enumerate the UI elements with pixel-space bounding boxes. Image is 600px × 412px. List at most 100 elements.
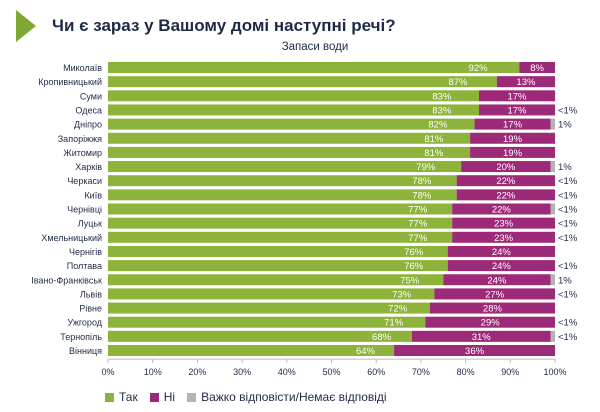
bar-yes	[108, 260, 448, 272]
category-label: Житомир	[63, 148, 102, 158]
bar-no	[479, 104, 555, 116]
category-label: Луцьк	[78, 219, 102, 229]
category-label: Полтава	[67, 261, 102, 271]
legend-swatch	[187, 392, 197, 402]
x-tick-label: 30%	[233, 367, 251, 377]
bar-yes	[108, 76, 497, 88]
legend-item: Ні	[149, 390, 176, 404]
data-label-hard-to-say: <1%	[558, 233, 578, 244]
data-label-hard-to-say: <1%	[558, 219, 578, 230]
bar-yes	[108, 274, 444, 286]
data-label-no: 36%	[465, 346, 485, 357]
category-label: Чернігів	[69, 247, 102, 257]
data-label-yes: 71%	[384, 318, 404, 329]
data-label-no: 17%	[503, 120, 523, 131]
data-label-yes: 83%	[432, 91, 452, 102]
bar-yes	[108, 217, 453, 229]
bar-no	[452, 231, 555, 243]
data-label-hard-to-say: <1%	[558, 318, 578, 329]
data-label-hard-to-say: <1%	[558, 176, 578, 187]
data-label-no: 22%	[496, 176, 516, 187]
data-label-yes: 72%	[388, 304, 408, 315]
data-label-yes: 78%	[412, 176, 432, 187]
data-label-yes: 79%	[416, 162, 436, 173]
bar-no	[456, 189, 555, 201]
data-label-yes: 81%	[424, 148, 444, 159]
data-label-yes: 77%	[408, 233, 428, 244]
bar-no	[470, 132, 555, 144]
data-label-hard-to-say: <1%	[558, 289, 578, 300]
legend-label: Важко відповісти/Немає відповіді	[201, 390, 387, 404]
category-label: Івано-Франківськ	[31, 275, 102, 285]
data-label-no: 8%	[530, 63, 544, 74]
bar-no	[394, 345, 555, 356]
bar-no	[474, 118, 551, 130]
data-label-hard-to-say: 1%	[558, 162, 572, 173]
bar-no	[456, 175, 555, 187]
x-tick-label: 70%	[412, 367, 430, 377]
data-label-no: 27%	[485, 289, 505, 300]
title-arrow-icon	[16, 10, 36, 42]
data-label-no: 22%	[492, 205, 512, 216]
bar-yes	[108, 302, 430, 314]
legend-label: Ні	[163, 390, 176, 404]
data-label-yes: 87%	[448, 77, 468, 88]
bar-yes	[108, 62, 520, 73]
data-label-yes: 68%	[372, 332, 392, 343]
category-label: Хмельницький	[41, 233, 102, 243]
x-tick-label: 50%	[322, 367, 340, 377]
category-label: Київ	[84, 190, 102, 200]
bar-yes	[108, 161, 462, 173]
x-tick-label: 0%	[101, 367, 114, 377]
data-label-hard-to-say: <1%	[558, 261, 578, 272]
bar-hard-to-say	[550, 118, 555, 130]
bar-yes	[108, 288, 435, 300]
bar-no	[461, 161, 551, 173]
bar-yes	[108, 175, 457, 187]
bar-hard-to-say	[550, 330, 555, 342]
category-label: Ужгород	[67, 318, 102, 328]
x-tick-label: 90%	[501, 367, 519, 377]
bar-no	[443, 274, 551, 286]
data-label-no: 31%	[472, 332, 492, 343]
data-label-hard-to-say: <1%	[558, 205, 578, 216]
bar-hard-to-say	[550, 161, 555, 173]
chart-subtitle: Запаси води	[281, 41, 349, 53]
bar-yes	[108, 203, 453, 215]
data-label-yes: 76%	[404, 261, 424, 272]
bar-no	[411, 330, 551, 342]
bar-yes	[108, 231, 453, 243]
bar-no	[429, 302, 555, 314]
data-label-no: 24%	[487, 275, 507, 286]
page-title: Чи є зараз у Вашому домі наступні речі?	[52, 16, 396, 35]
bar-no	[447, 260, 555, 272]
bar-no	[434, 288, 555, 300]
category-label: Тернопіль	[60, 332, 102, 342]
data-label-hard-to-say: 1%	[558, 275, 572, 286]
data-label-yes: 92%	[469, 63, 489, 74]
bar-no	[519, 62, 555, 73]
category-label: Миколаїв	[63, 63, 102, 73]
x-tick-label: 80%	[457, 367, 475, 377]
category-label: Вінниця	[69, 346, 102, 356]
legend: Так Ні Важко відповісти/Немає відповіді	[105, 390, 387, 404]
data-label-yes: 77%	[408, 205, 428, 216]
bar-yes	[108, 189, 457, 201]
bar-no	[496, 76, 555, 88]
x-tick-label: 60%	[367, 367, 385, 377]
bar-yes	[108, 316, 426, 328]
data-label-yes: 64%	[356, 346, 376, 357]
data-label-no: 19%	[503, 148, 523, 159]
data-label-hard-to-say: <1%	[558, 332, 578, 343]
legend-swatch	[105, 392, 114, 402]
category-label: Харків	[75, 162, 102, 172]
data-label-no: 24%	[492, 247, 512, 258]
bar-yes	[108, 345, 395, 356]
data-label-yes: 73%	[392, 289, 412, 300]
category-label: Чернівці	[67, 205, 102, 215]
legend-label: Так	[119, 390, 138, 404]
data-label-yes: 82%	[428, 120, 448, 131]
data-label-no: 28%	[483, 304, 503, 315]
bar-yes	[108, 104, 480, 116]
